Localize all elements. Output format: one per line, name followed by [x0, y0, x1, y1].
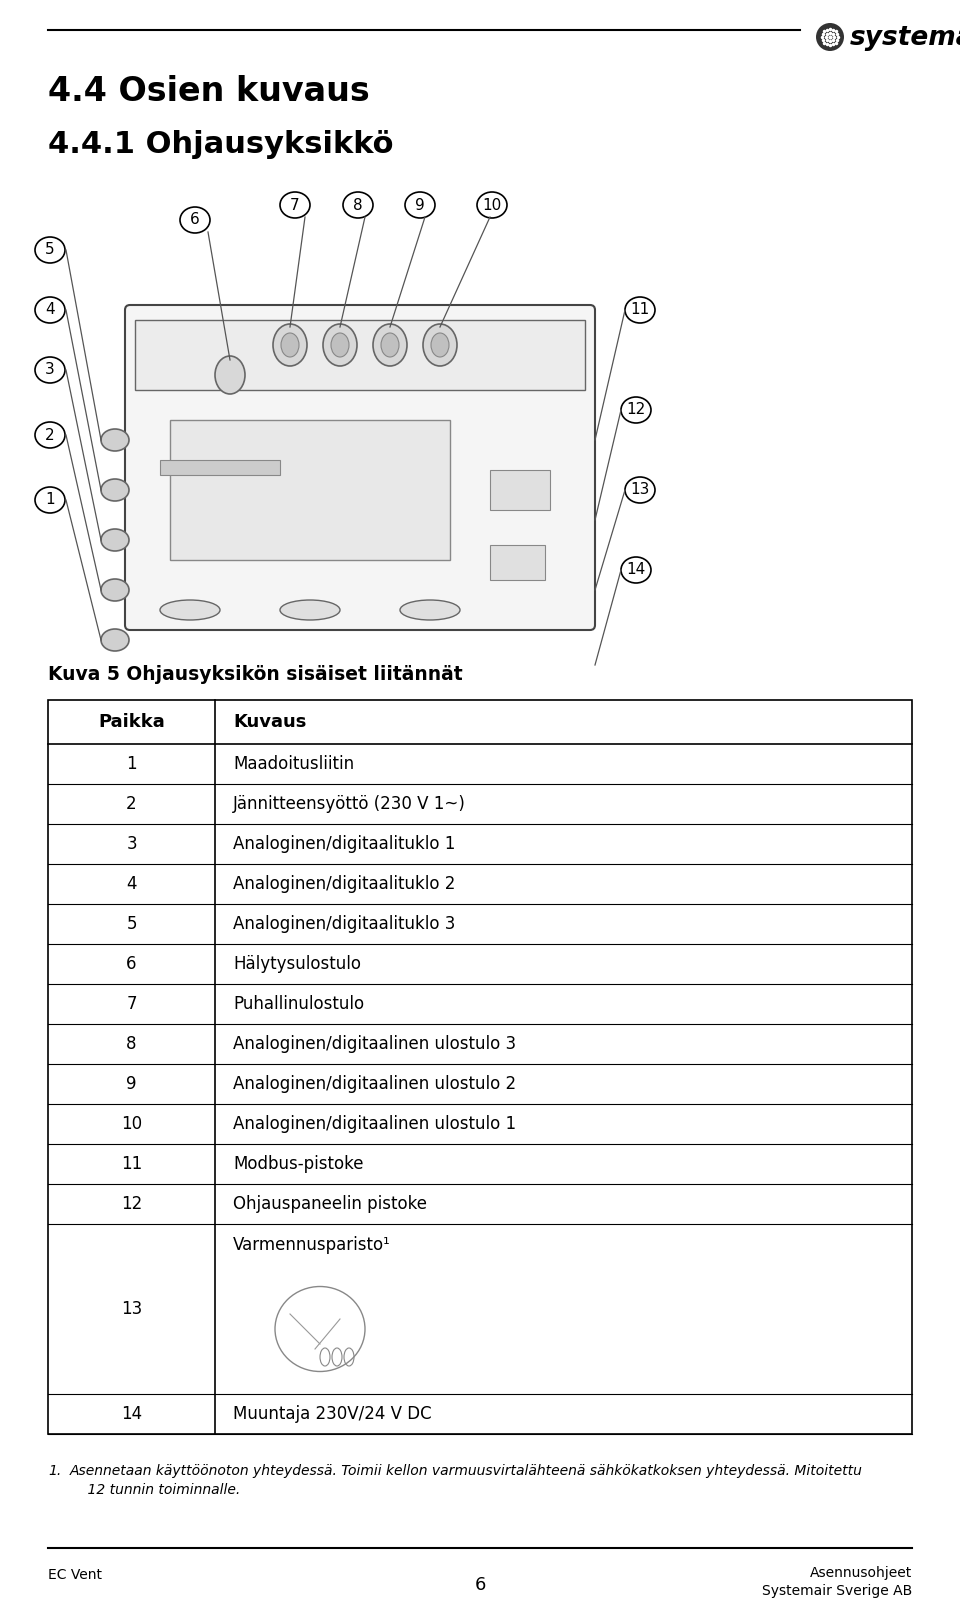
Text: 13: 13 — [121, 1300, 142, 1318]
Text: Kuva 5 Ohjausyksikön sisäiset liitännät: Kuva 5 Ohjausyksikön sisäiset liitännät — [48, 665, 463, 684]
Text: Hälytysulostulo: Hälytysulostulo — [233, 955, 361, 974]
Ellipse shape — [625, 477, 655, 504]
Text: 11: 11 — [121, 1154, 142, 1174]
Text: 3: 3 — [126, 835, 137, 852]
Ellipse shape — [405, 192, 435, 217]
Ellipse shape — [423, 325, 457, 366]
Text: 1: 1 — [45, 492, 55, 507]
Bar — [48, 700, 912, 1434]
Ellipse shape — [101, 579, 129, 601]
Bar — [160, 461, 280, 475]
Ellipse shape — [400, 600, 460, 620]
Text: 9: 9 — [127, 1075, 136, 1094]
Ellipse shape — [373, 325, 407, 366]
Text: Kuvaus: Kuvaus — [233, 713, 306, 731]
Text: Jännitteensyöttö (230 V 1~): Jännitteensyöttö (230 V 1~) — [233, 795, 466, 812]
Text: Puhallinulostulo: Puhallinulostulo — [233, 995, 364, 1014]
Bar — [170, 421, 450, 560]
Text: 10: 10 — [482, 198, 502, 213]
Text: Varmennusparisto¹: Varmennusparisto¹ — [233, 1236, 391, 1254]
Ellipse shape — [101, 628, 129, 651]
Text: 2: 2 — [126, 795, 137, 812]
Text: 2: 2 — [45, 427, 55, 443]
Text: 6: 6 — [127, 955, 136, 974]
Text: 11: 11 — [631, 302, 650, 318]
Text: 4: 4 — [45, 302, 55, 318]
Text: 3: 3 — [45, 363, 55, 377]
Ellipse shape — [621, 397, 651, 424]
Ellipse shape — [273, 325, 307, 366]
Text: 4.4.1 Ohjausyksikkö: 4.4.1 Ohjausyksikkö — [48, 130, 394, 158]
Ellipse shape — [343, 192, 373, 217]
Ellipse shape — [280, 600, 340, 620]
Text: Analoginen/digitaalituklo 2: Analoginen/digitaalituklo 2 — [233, 875, 455, 892]
Ellipse shape — [215, 357, 245, 393]
Text: 12: 12 — [121, 1194, 142, 1214]
Ellipse shape — [625, 297, 655, 323]
Ellipse shape — [180, 206, 210, 233]
Ellipse shape — [331, 333, 349, 357]
Text: 6: 6 — [474, 1577, 486, 1594]
Text: 7: 7 — [127, 995, 136, 1014]
Ellipse shape — [35, 297, 65, 323]
Text: 1.: 1. — [48, 1465, 61, 1477]
Text: 9: 9 — [415, 198, 425, 213]
Ellipse shape — [35, 237, 65, 262]
Text: Analoginen/digitaalituklo 3: Analoginen/digitaalituklo 3 — [233, 915, 455, 932]
Ellipse shape — [477, 192, 507, 217]
Text: Modbus-pistoke: Modbus-pistoke — [233, 1154, 364, 1174]
Text: 14: 14 — [121, 1406, 142, 1423]
Bar — [135, 320, 585, 390]
Text: 5: 5 — [127, 915, 136, 932]
Ellipse shape — [280, 192, 310, 217]
Text: systemair: systemair — [850, 26, 960, 51]
Text: Analoginen/digitaalinen ulostulo 2: Analoginen/digitaalinen ulostulo 2 — [233, 1075, 516, 1094]
Text: 5: 5 — [45, 243, 55, 257]
Text: Asennusohjeet: Asennusohjeet — [809, 1565, 912, 1580]
Text: 1: 1 — [126, 755, 137, 772]
Text: EC Vent: EC Vent — [48, 1569, 102, 1581]
Text: 12: 12 — [626, 403, 646, 417]
Text: 10: 10 — [121, 1115, 142, 1134]
Text: Asennetaan käyttöönoton yhteydessä. Toimii kellon varmuusvirtalähteenä sähkökatk: Asennetaan käyttöönoton yhteydessä. Toim… — [70, 1465, 863, 1498]
Text: Analoginen/digitaalituklo 1: Analoginen/digitaalituklo 1 — [233, 835, 455, 852]
Text: 6: 6 — [190, 213, 200, 227]
Ellipse shape — [101, 480, 129, 500]
Ellipse shape — [281, 333, 299, 357]
Text: 4: 4 — [127, 875, 136, 892]
Text: 14: 14 — [626, 563, 646, 577]
Text: Paikka: Paikka — [98, 713, 165, 731]
FancyBboxPatch shape — [125, 305, 595, 630]
Text: Analoginen/digitaalinen ulostulo 3: Analoginen/digitaalinen ulostulo 3 — [233, 1035, 516, 1054]
Ellipse shape — [101, 429, 129, 451]
Text: Analoginen/digitaalinen ulostulo 1: Analoginen/digitaalinen ulostulo 1 — [233, 1115, 516, 1134]
Ellipse shape — [621, 556, 651, 584]
Ellipse shape — [101, 529, 129, 552]
Text: 8: 8 — [353, 198, 363, 213]
Text: 7: 7 — [290, 198, 300, 213]
Text: 4.4 Osien kuvaus: 4.4 Osien kuvaus — [48, 75, 370, 109]
Text: Maadoitusliitin: Maadoitusliitin — [233, 755, 354, 772]
Text: Systemair Sverige AB: Systemair Sverige AB — [761, 1585, 912, 1597]
Ellipse shape — [431, 333, 449, 357]
Text: 13: 13 — [631, 483, 650, 497]
Ellipse shape — [381, 333, 399, 357]
Ellipse shape — [35, 357, 65, 384]
Ellipse shape — [160, 600, 220, 620]
Circle shape — [816, 22, 844, 51]
Bar — [490, 545, 545, 580]
Bar — [490, 470, 550, 510]
Text: Muuntaja 230V/24 V DC: Muuntaja 230V/24 V DC — [233, 1406, 432, 1423]
Text: 8: 8 — [127, 1035, 136, 1054]
Ellipse shape — [35, 422, 65, 448]
Ellipse shape — [323, 325, 357, 366]
Text: Ohjauspaneelin pistoke: Ohjauspaneelin pistoke — [233, 1194, 427, 1214]
Ellipse shape — [35, 488, 65, 513]
